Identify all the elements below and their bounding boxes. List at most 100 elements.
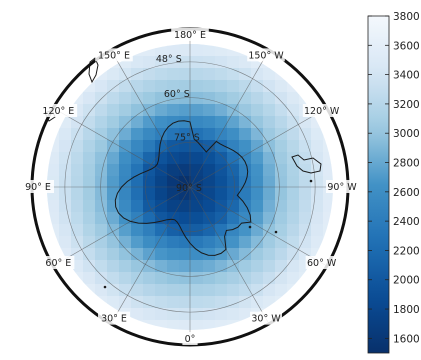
cell <box>83 260 96 273</box>
cell <box>251 260 264 273</box>
cell <box>119 224 132 237</box>
cell <box>131 284 144 297</box>
colorbar-tick-label: 2400 <box>393 216 420 228</box>
colorbar-tick-label: 1600 <box>393 333 420 345</box>
cell <box>215 152 228 165</box>
cell <box>311 236 324 249</box>
cell <box>239 296 252 309</box>
cell <box>287 140 300 153</box>
cell <box>203 176 216 189</box>
cell <box>311 164 324 177</box>
cell <box>251 296 264 309</box>
cell <box>203 224 216 237</box>
cell <box>83 164 96 177</box>
cell <box>131 200 144 213</box>
cell <box>239 80 252 93</box>
cell <box>263 164 276 177</box>
cell <box>227 296 240 309</box>
cell <box>71 212 84 225</box>
cell <box>263 92 276 105</box>
cell <box>275 92 288 105</box>
cell <box>107 296 120 309</box>
cell <box>263 116 276 129</box>
cell <box>251 188 264 201</box>
cell <box>179 92 192 105</box>
cell <box>131 80 144 93</box>
cell <box>287 248 300 261</box>
cell <box>119 152 132 165</box>
meridian-line <box>53 186 191 267</box>
cell <box>227 284 240 297</box>
cell <box>251 116 264 129</box>
cell <box>215 284 228 297</box>
cell <box>215 104 228 117</box>
cell <box>191 296 204 309</box>
latitude-label: 75° S <box>174 132 200 143</box>
cell <box>155 188 168 201</box>
cell <box>167 200 180 213</box>
cell <box>155 296 168 309</box>
cell <box>323 152 333 165</box>
cell <box>299 164 312 177</box>
cell <box>239 308 252 321</box>
cell <box>215 128 228 141</box>
cell <box>167 164 180 177</box>
cell <box>119 284 132 297</box>
cell <box>131 260 144 273</box>
cell <box>203 236 216 249</box>
cell <box>263 236 276 249</box>
longitude-label: 120° E <box>42 106 74 117</box>
cell <box>95 236 108 249</box>
cell <box>131 176 144 189</box>
cell <box>119 248 132 261</box>
cell <box>143 116 156 129</box>
cell <box>215 296 228 309</box>
cell <box>191 92 204 105</box>
cell <box>131 92 144 105</box>
cell <box>59 140 72 153</box>
cell <box>251 284 264 297</box>
cell <box>251 236 264 249</box>
cell <box>191 224 204 237</box>
cell <box>275 80 288 93</box>
cell <box>227 248 240 261</box>
cell <box>155 248 168 261</box>
cell <box>239 152 252 165</box>
cell <box>107 188 120 201</box>
cell <box>155 212 168 225</box>
cell <box>251 80 264 93</box>
cell <box>95 224 108 237</box>
cell <box>143 128 156 141</box>
cell <box>203 80 216 93</box>
label-backing <box>42 256 75 269</box>
cell <box>167 248 180 261</box>
cell <box>167 296 180 309</box>
cell <box>263 152 276 165</box>
cell <box>215 320 228 330</box>
colorbar-tick-label: 3000 <box>393 128 420 140</box>
cell <box>155 308 168 321</box>
cell <box>107 212 120 225</box>
cell <box>275 176 288 189</box>
cell <box>227 176 240 189</box>
latitude-labels: 75° S 60° S 48° S <box>156 54 200 143</box>
cell <box>203 140 216 153</box>
cell <box>203 248 216 261</box>
cell <box>263 188 276 201</box>
cell <box>251 92 264 105</box>
cell <box>251 248 264 261</box>
cell <box>167 140 180 153</box>
cell <box>167 56 180 69</box>
cell <box>119 128 132 141</box>
cell <box>215 200 228 213</box>
cell <box>143 152 156 165</box>
cell <box>155 140 168 153</box>
cell <box>311 176 324 189</box>
cell <box>203 260 216 273</box>
label-backing <box>171 28 209 41</box>
cell <box>95 116 108 129</box>
cell <box>287 236 300 249</box>
cell <box>203 44 216 57</box>
cell <box>287 212 300 225</box>
cell <box>95 176 108 189</box>
